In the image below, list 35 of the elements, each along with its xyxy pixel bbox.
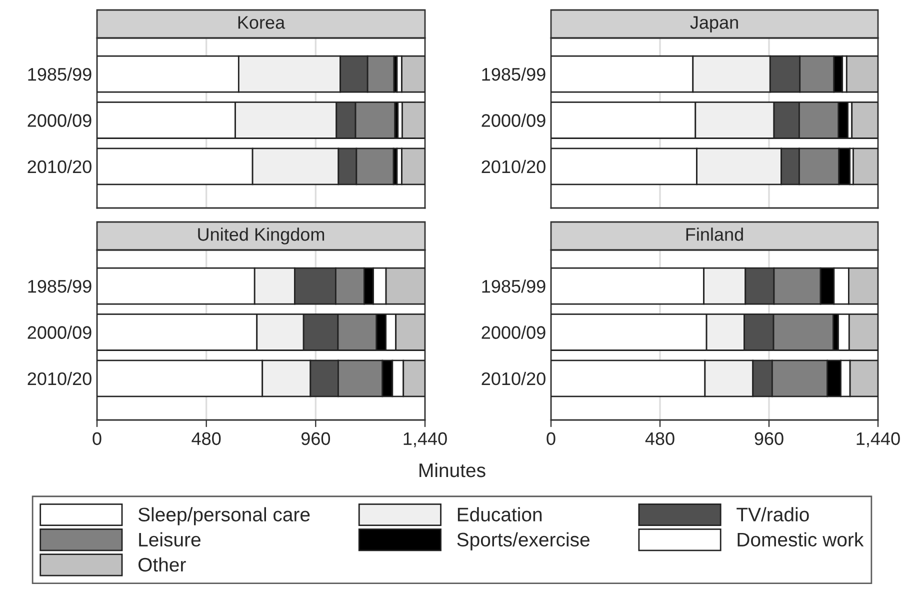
chart-title: Japan [690, 16, 738, 32]
y-tick-label: 2000/09 [28, 114, 92, 127]
bar [852, 148, 878, 186]
y-tick-label: 2010/20 [482, 160, 546, 174]
legend-label: Sleep/personal care [138, 507, 310, 526]
legend-label: Other [138, 557, 186, 572]
x-tick-label: 1,440 [404, 432, 447, 448]
y-tick-label: 2010/20 [482, 372, 546, 386]
y-tick-label: 1985/99 [482, 279, 546, 293]
chart-title: Korea [238, 16, 286, 29]
x-tick-label: 480 [192, 432, 221, 446]
y-tick-label: 2010/20 [28, 160, 92, 174]
legend-label: TV/radio [736, 507, 809, 522]
y-tick-label: 2010/20 [28, 372, 92, 386]
x-tick-label: 0 [546, 432, 556, 446]
y-tick-label: 1985/99 [28, 279, 92, 293]
chart-title: Finland [686, 228, 743, 241]
y-tick-label: 2000/09 [482, 326, 546, 339]
bar [846, 55, 878, 93]
x-tick-label: 960 [301, 432, 330, 446]
x-tick-label: 1,440 [856, 432, 900, 448]
y-tick-label: 2000/09 [28, 326, 92, 339]
y-tick-label: 2000/09 [482, 114, 546, 127]
x-tick-label: 480 [645, 432, 674, 446]
legend-label: Education [458, 507, 542, 522]
y-tick-label: 1985/99 [482, 67, 546, 81]
legend-label: Leisure [139, 532, 200, 547]
bar [851, 102, 878, 139]
x-tick-label: 960 [754, 432, 784, 446]
y-tick-label: 1985/99 [28, 67, 92, 81]
x-tick-label: 0 [92, 432, 102, 446]
legend-label: Domestic work [738, 532, 864, 547]
chart-title: United Kingdom [198, 228, 324, 244]
legend-label: Sports/exercise [457, 532, 590, 550]
x-axis-title: Minutes [420, 462, 486, 478]
